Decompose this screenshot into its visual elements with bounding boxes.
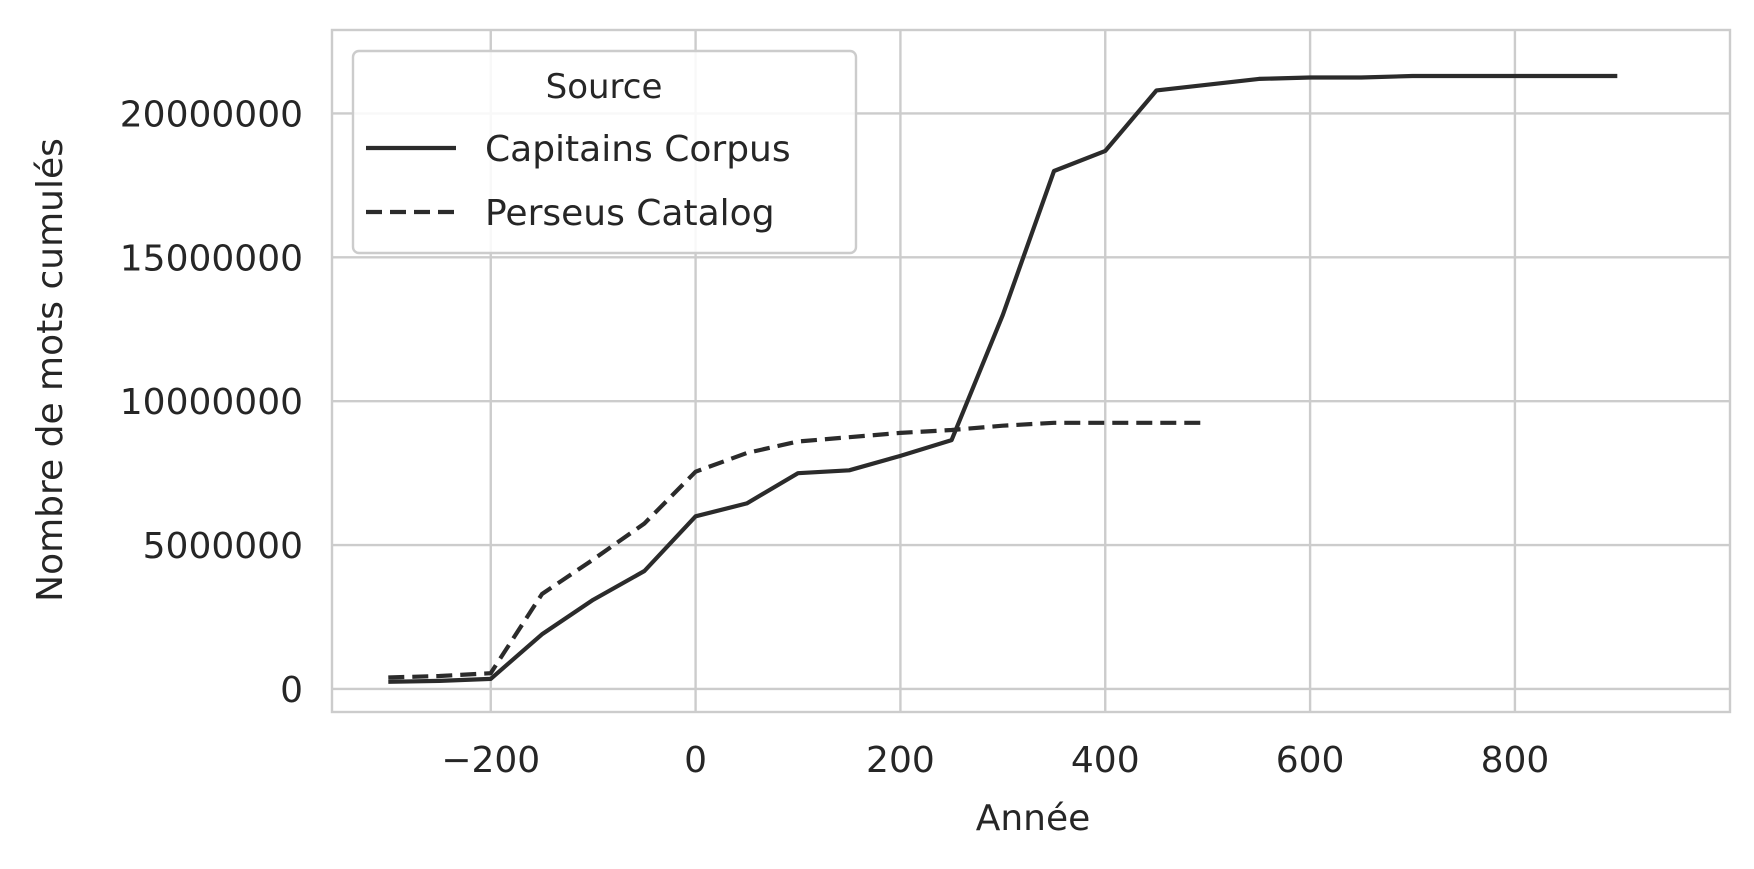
legend-label-capitains: Capitains Corpus	[485, 129, 791, 170]
legend-box	[351, 49, 858, 255]
series-layer	[388, 73, 1618, 684]
y-tick-label: 0	[280, 670, 303, 711]
y-tick-label: 10000000	[120, 382, 303, 423]
x-tick-label: 600	[1276, 740, 1345, 781]
y-tick-label: 20000000	[120, 94, 303, 135]
y-axis-ticks: 0 5000000 10000000 15000000 20000000	[120, 94, 303, 711]
legend-title: Source	[546, 67, 663, 107]
x-tick-label: 400	[1071, 740, 1140, 781]
series-line-capitains-corpus	[388, 73, 1618, 684]
x-tick-label: 800	[1481, 740, 1550, 781]
x-axis-ticks: −200 0 200 400 600 800	[441, 740, 1549, 781]
series-line-perseus-catalog	[388, 420, 1208, 680]
plot-frame	[330, 28, 1732, 714]
y-tick-label: 15000000	[120, 238, 303, 279]
y-axis-label: Nombre de mots cumulés	[30, 138, 71, 602]
x-tick-label: −200	[441, 740, 540, 781]
y-tick-label: 5000000	[143, 526, 303, 567]
legend: Source Capitains Corpus Perseus Catalog	[351, 49, 858, 255]
x-axis-label: Année	[976, 798, 1091, 839]
legend-label-perseus: Perseus Catalog	[485, 193, 775, 234]
x-tick-label: 200	[866, 740, 935, 781]
x-tick-label: 0	[684, 740, 707, 781]
